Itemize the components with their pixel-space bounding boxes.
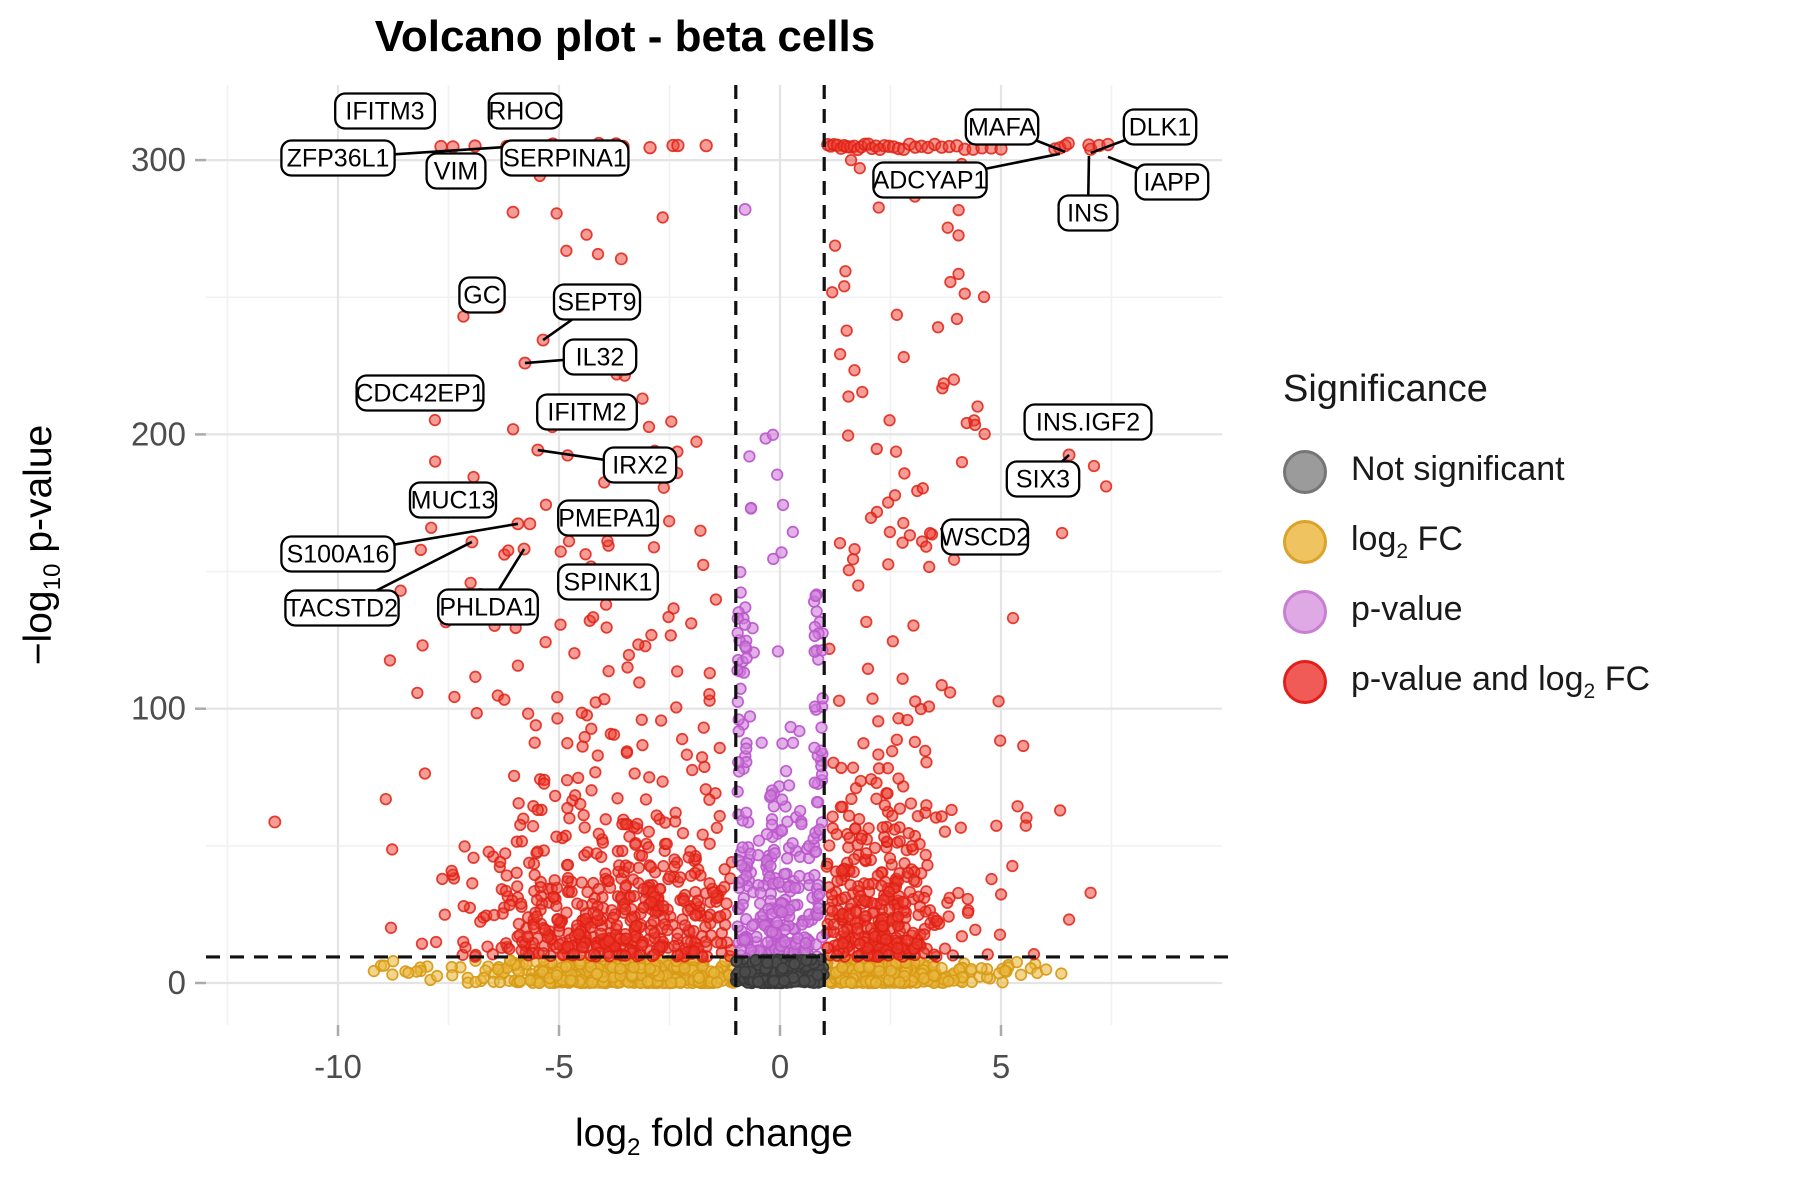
gene-label-text: MUC13 [411, 487, 496, 515]
gene-label-text: MAFA [968, 114, 1036, 142]
y-tick-label: 100 [131, 690, 186, 727]
y-tick-label: 300 [131, 141, 186, 178]
axis-tick-marks [195, 158, 1003, 1036]
gene-labels: IFITM3 RHOC ZFP36L1 VIM SERPINA1 MAFA DLK1 ADCY… [280, 92, 1210, 627]
legend-key-pvalue-swatch [1283, 590, 1327, 634]
gene-label-text: INS.IGF2 [1036, 409, 1140, 437]
x-axis-title: log2 fold change [206, 1112, 1222, 1162]
gene-label-text: IRX2 [612, 452, 668, 480]
gene-label: PMEPA1 [557, 499, 659, 537]
x-tick-label: 0 [771, 1048, 789, 1085]
gene-label-text: GC [463, 282, 501, 310]
gene-label-text: PMEPA1 [558, 505, 658, 533]
legend-item-log2fc: log2 FC [1283, 507, 1650, 577]
legend-item-label: Not significant [1351, 450, 1565, 489]
gene-label-leader-lines [337, 125, 1173, 610]
gene-label-text: SEPT9 [557, 289, 636, 317]
legend-item-not-significant: Not significant [1283, 437, 1650, 507]
gene-label-text: WSCD2 [940, 524, 1030, 552]
x-axis-title-sub: 2 [627, 1133, 641, 1161]
y-tick-label: 200 [131, 415, 186, 452]
gene-label-text: RHOC [488, 98, 562, 126]
gene-label: MAFA [964, 108, 1040, 146]
legend-item-label: p-value [1351, 590, 1463, 629]
gene-label: MUC13 [408, 481, 498, 519]
x-tick-label: -5 [544, 1048, 573, 1085]
gene-label: CDC42EP1 [355, 374, 485, 412]
threshold-dashed-lines [206, 85, 1228, 1042]
gene-label-text: INS [1067, 200, 1109, 228]
legend-key-pvalue-and-log2fc-swatch [1283, 660, 1327, 704]
chart-title: Volcano plot - beta cells [374, 12, 876, 61]
gene-label-text: DLK1 [1129, 114, 1192, 142]
y-axis-title-sub: 10 [38, 563, 66, 591]
gene-label-text: VIM [434, 158, 478, 186]
gene-label-text: S100A16 [287, 541, 390, 569]
gene-label: ZFP36L1 [280, 139, 396, 177]
gene-label: IRX2 [602, 446, 678, 484]
gene-label-text: PHLDA1 [439, 594, 536, 622]
x-axis-title-post: fold change [640, 1112, 853, 1155]
legend-key-log2fc-swatch [1283, 520, 1327, 564]
gene-label: IAPP [1134, 163, 1210, 201]
y-axis-title: −log10 p-value [17, 425, 67, 665]
y-tick-label: 0 [168, 964, 186, 1001]
y-axis-title-pre: −log [17, 590, 61, 666]
legend-item-pvalue-and-log2fc: p-value and log2 FC [1283, 647, 1650, 717]
gene-label: SPINK1 [557, 563, 659, 601]
gene-label: VIM [425, 152, 487, 190]
gene-label-text: CDC42EP1 [355, 380, 484, 408]
gene-label-text: IFITM2 [547, 399, 626, 427]
legend-item-pvalue: p-value [1283, 577, 1650, 647]
gene-label-text: ADCYAP1 [873, 167, 988, 195]
y-axis-title-post: p-value [17, 424, 61, 564]
gene-label-text: IAPP [1144, 169, 1201, 197]
gene-label: RHOC [487, 92, 563, 130]
legend-item-label: p-value and log2 FC [1351, 660, 1651, 703]
gene-label: TACSTD2 [284, 589, 400, 627]
gene-label-text: SIX3 [1016, 466, 1070, 494]
gene-label: SERPINA1 [500, 139, 630, 177]
gene-label: SIX3 [1005, 460, 1081, 498]
x-tick-label: -10 [314, 1048, 362, 1085]
gene-label-text: ZFP36L1 [287, 145, 390, 173]
gene-label-text: SERPINA1 [503, 145, 627, 173]
gene-label: PHLDA1 [437, 588, 539, 626]
gene-label: ADCYAP1 [872, 161, 988, 199]
legend: Significance Not significant log2 FC p-v… [1283, 368, 1650, 717]
gene-label: INS [1057, 194, 1119, 232]
gene-label-text: SPINK1 [564, 569, 653, 597]
gene-label: IL32 [562, 338, 638, 376]
gene-label: INS.IGF2 [1023, 403, 1153, 441]
gene-label: S100A16 [280, 535, 396, 573]
gene-label-text: IL32 [576, 344, 625, 372]
gene-label: IFITM3 [334, 92, 436, 130]
gene-label: SEPT9 [552, 283, 642, 321]
scatter-points [268, 136, 1115, 990]
gene-label: GC [458, 276, 506, 314]
x-axis-title-pre: log [574, 1112, 628, 1155]
gene-label: IFITM2 [536, 393, 638, 431]
gene-label: WSCD2 [940, 518, 1030, 556]
legend-title: Significance [1283, 368, 1488, 410]
gene-label: DLK1 [1122, 108, 1198, 146]
gene-label-text: IFITM3 [345, 98, 424, 126]
gene-label-text: TACSTD2 [286, 595, 398, 623]
x-tick-label: 5 [992, 1048, 1010, 1085]
legend-item-label: log2 FC [1351, 520, 1463, 563]
legend-key-not-significant-swatch [1283, 450, 1327, 494]
